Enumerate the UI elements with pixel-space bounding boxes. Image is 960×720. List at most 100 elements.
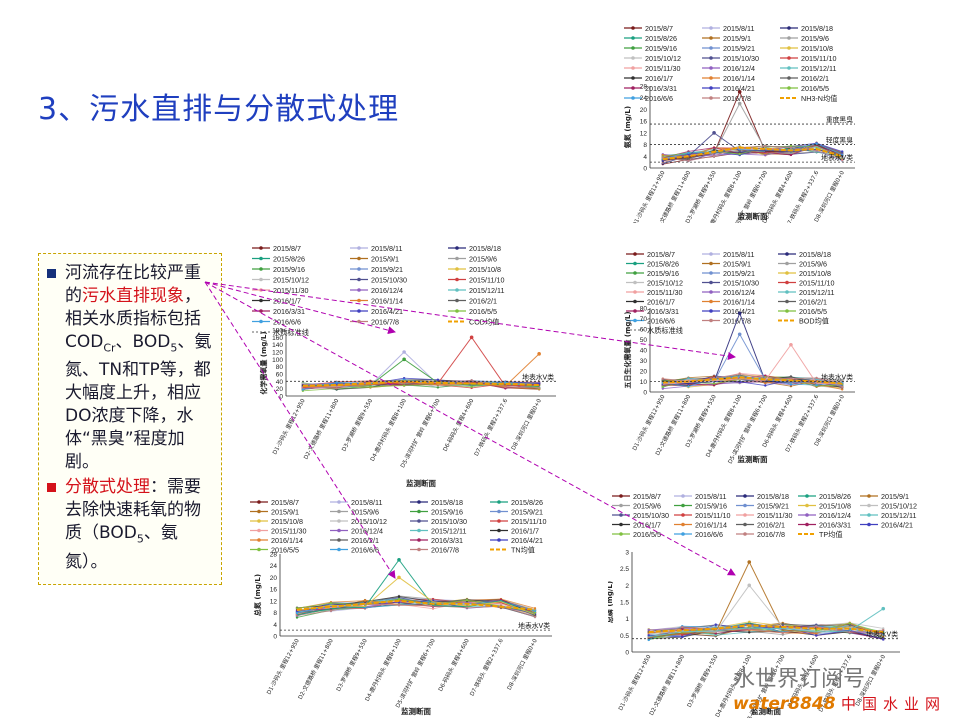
y-tick-label: 0 [643, 166, 647, 173]
series-point [848, 631, 851, 634]
y-tick-label: 0 [279, 394, 283, 401]
y-tick-label: 4 [643, 154, 647, 161]
series-point [848, 622, 851, 625]
reference-label: 重度黑臭 [826, 115, 853, 124]
legend-label: 2015/10/12 [273, 276, 309, 285]
legend-marker [867, 522, 871, 527]
y-tick-label: 24 [270, 563, 278, 570]
series-point [465, 606, 469, 609]
series-point [647, 638, 650, 642]
callout-arrow [204, 281, 736, 576]
series-point [397, 595, 401, 598]
legend-label: 2015/9/16 [431, 508, 463, 517]
legend-label: 2016/5/5 [633, 530, 661, 539]
legend-marker [805, 513, 809, 517]
legend-marker [417, 500, 421, 504]
legend-marker [337, 509, 341, 514]
legend-label: 2015/8/18 [801, 24, 833, 33]
series-point [748, 620, 751, 624]
spike-point [402, 350, 406, 354]
legend-marker [805, 494, 809, 498]
series-point [533, 615, 537, 618]
legend-marker [709, 318, 713, 323]
legend-label: 2015/9/21 [723, 269, 755, 278]
legend-label: 2016/7/8 [371, 318, 399, 327]
legend-label: 2015/9/21 [757, 502, 789, 511]
legend-label: 2016/1/7 [645, 74, 673, 83]
series-line [662, 375, 843, 387]
series-point [764, 144, 767, 148]
legend-label: 2015/10/30 [723, 54, 759, 63]
legend-marker [633, 252, 637, 256]
legend-marker [417, 519, 421, 523]
series-point [815, 634, 818, 637]
legend-marker [785, 261, 789, 266]
legend-label: 2016/4/21 [511, 536, 543, 545]
series-point [470, 385, 473, 389]
series-point [504, 381, 507, 384]
series-point [714, 633, 717, 637]
legend-label: 2016/7/8 [757, 530, 785, 539]
legend-label: 2015/8/18 [469, 244, 501, 253]
watermark: 水世界订阅号 water8848 中国水业网 [733, 661, 946, 714]
legend-label: 2016/6/6 [695, 530, 723, 539]
legend-label: 2015/9/1 [881, 492, 909, 501]
paragraph-1: 河流存在比较严重的污水直排现象，相关水质指标包括CODCr、BOD5、氨氮、TN… [47, 262, 213, 474]
legend-marker [619, 513, 623, 517]
legend-label: 2016/5/5 [469, 307, 497, 316]
y-tick-label: 40 [276, 379, 284, 386]
legend-marker [785, 252, 789, 256]
legend-marker [743, 532, 747, 536]
series-point [661, 385, 665, 388]
y-tick-label: 10 [640, 379, 648, 386]
reference-label: 地表水V类 [821, 373, 853, 382]
y-tick-label: 80 [276, 364, 284, 371]
legend-marker [337, 528, 341, 533]
legend-label: 2015/11/10 [695, 511, 730, 520]
legend-label: 2015/8/18 [431, 498, 463, 507]
legend-label: 2015/10/30 [431, 517, 467, 526]
series-point [335, 387, 338, 390]
legend-label: 水质标准线 [647, 326, 683, 335]
y-tick-label: 20 [270, 575, 278, 582]
legend-marker [619, 503, 623, 508]
chart-tp: 2015/8/7 2015/8/11 2015/8/18 2015/8/26 2015/… [608, 486, 928, 718]
legend-marker [257, 509, 261, 514]
y-axis-label: 氨氮 (mg/L) [623, 106, 632, 148]
legend-label: 2016/2/1 [757, 521, 785, 530]
legend-label: 2016/4/21 [723, 307, 755, 316]
legend-marker [631, 86, 635, 90]
watermark-cn: 中国水业网 [840, 695, 946, 713]
series-point [840, 158, 844, 161]
legend-marker [709, 76, 713, 80]
series-point [687, 159, 690, 162]
reference-label: 地表水V类 [518, 621, 550, 630]
series-point [397, 598, 401, 601]
legend-label: 2015/10/12 [351, 517, 387, 526]
legend-label: 2015/8/26 [273, 255, 305, 264]
y-tick-label: 60 [276, 372, 284, 379]
series-point [295, 611, 299, 615]
legend-marker [633, 309, 637, 313]
spike-point [397, 575, 401, 580]
legend-label: 2016/2/1 [799, 298, 827, 307]
legend-marker [633, 280, 637, 285]
legend-label: 2015/10/8 [801, 44, 833, 53]
legend-marker [633, 261, 637, 266]
legend-label: 2016/6/6 [647, 317, 675, 326]
legend-label: 2015/8/7 [271, 498, 299, 507]
reference-label: 轻度黑臭 [826, 136, 853, 145]
legend-marker [337, 519, 341, 523]
legend-marker [709, 271, 713, 275]
series-point [882, 638, 885, 641]
legend-label: 2015/8/26 [645, 34, 677, 43]
y-tick-label: 100 [272, 357, 283, 364]
legend-label: 2016/1/14 [271, 536, 303, 545]
series-point [687, 377, 690, 380]
y-tick-label: 20 [276, 386, 284, 393]
